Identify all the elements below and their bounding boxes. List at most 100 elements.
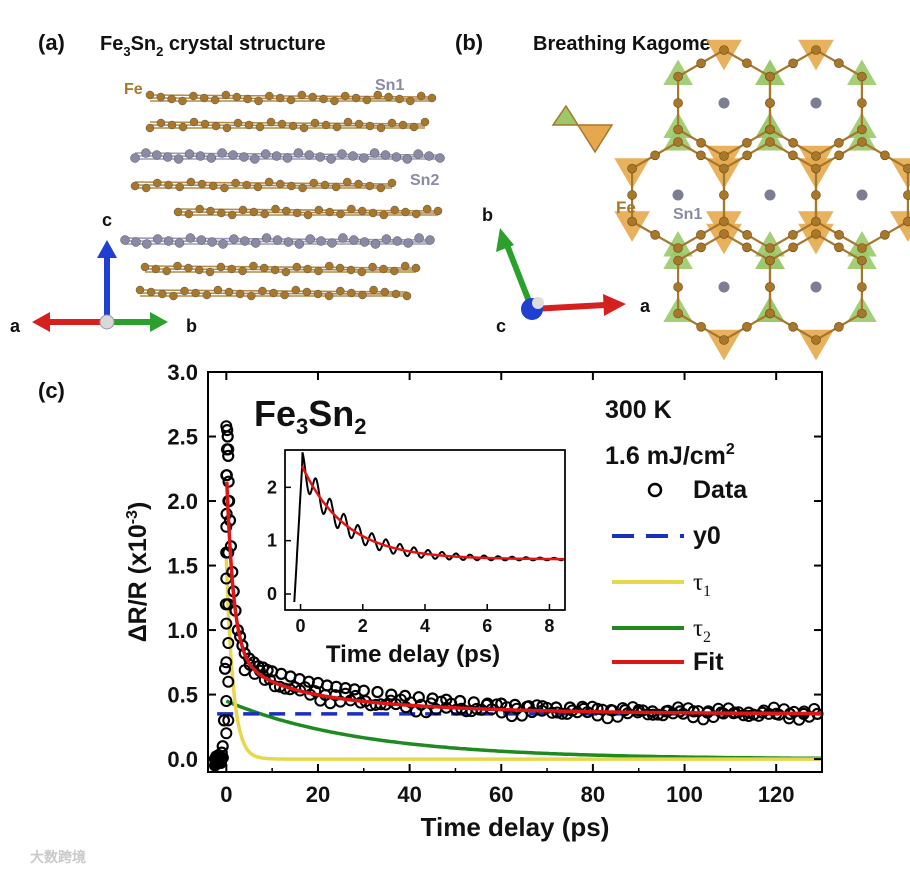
data-point: [222, 714, 235, 727]
fe-atom: [189, 91, 198, 101]
fe-atom: [376, 123, 386, 133]
fe-atom: [742, 150, 752, 161]
c-axis-label-b: c: [496, 316, 506, 336]
fe-atom: [199, 93, 209, 103]
fe-atom: [834, 321, 844, 332]
fe-atom: [365, 181, 374, 191]
fe-atom: [742, 321, 752, 332]
fe-atom: [281, 267, 291, 277]
kagome-lattice: [614, 39, 910, 361]
fe-atom: [276, 179, 285, 189]
fe-atom: [719, 151, 729, 161]
fe-atom: [194, 265, 204, 275]
b-axis-arrow-b: [504, 243, 535, 311]
fe-atom: [357, 206, 367, 216]
fe-atom: [184, 209, 194, 219]
fe-atom: [834, 138, 844, 148]
fe-atom: [287, 181, 296, 191]
main-chart: 0 20 40 60 80 100 1200.00.51.01.52.02.53.0Time…: [124, 360, 824, 842]
fe-atom: [224, 287, 234, 297]
fe-atom: [422, 204, 432, 214]
fe-atom: [788, 230, 798, 240]
orange-triangle: [706, 39, 742, 71]
fe-atom: [376, 183, 386, 193]
y-tick-label: 2.5: [167, 425, 198, 450]
fe-atom: [391, 289, 401, 299]
fe-atom: [266, 117, 276, 127]
fe-atom: [208, 181, 218, 191]
fe-atom: [206, 206, 215, 216]
fe-atom: [788, 150, 798, 161]
fe-atom: [243, 94, 252, 104]
fe-atom: [387, 178, 397, 188]
data-point: [220, 727, 233, 740]
fe-atom: [280, 290, 289, 300]
fe-atom: [719, 190, 729, 200]
bond-line: [134, 184, 393, 187]
fe-atom: [880, 150, 890, 161]
crystal-layer: [173, 204, 443, 220]
fe-atom: [811, 229, 821, 239]
x-tick-label: 60: [489, 782, 513, 807]
sn-atom: [250, 238, 261, 248]
fe-atom: [313, 289, 323, 299]
sn-atom: [304, 150, 315, 160]
kagome-fe-label: Fe: [616, 198, 636, 217]
sn-atom: [152, 150, 162, 160]
fe-atom: [765, 255, 775, 266]
fe-atom: [259, 263, 269, 273]
axes-triad-a: c a b: [10, 210, 197, 336]
orange-triangle: [614, 211, 650, 242]
sn-atom: [142, 239, 152, 249]
fe-atom: [145, 123, 155, 133]
fe-atom: [336, 286, 345, 296]
data-point: [217, 714, 231, 727]
b-axis-arrowhead-b: [496, 228, 514, 252]
panel-b-tag: (b): [455, 30, 483, 55]
panel-b-title: Breathing Kagome: [533, 33, 711, 55]
sn-atom: [261, 233, 272, 243]
fe-atom: [247, 291, 256, 301]
fe-atom: [277, 119, 287, 129]
fe-atom: [673, 71, 683, 82]
fe-atom: [197, 179, 207, 189]
crystal-layer: [135, 285, 412, 301]
fe-atom: [673, 243, 683, 253]
c-axis-arrowhead: [97, 240, 117, 258]
fe-atom: [354, 119, 364, 129]
fe-atom: [834, 230, 844, 240]
fe-atom: [765, 98, 775, 108]
fe-atom: [191, 288, 200, 298]
sn-atom: [293, 148, 304, 158]
fe-atom: [379, 264, 388, 274]
fe-atom: [811, 335, 821, 345]
fe-atom: [221, 90, 231, 100]
annotation-temperature: 300 K: [605, 396, 672, 424]
fe-atom: [319, 94, 328, 104]
data-point: [220, 695, 233, 707]
fe-atom: [384, 92, 393, 102]
fe-atom: [765, 137, 775, 147]
fe-atom: [368, 208, 378, 218]
fe-atom: [336, 209, 345, 219]
a-axis-label-b: a: [640, 296, 651, 316]
fe-atom: [242, 180, 251, 190]
fe-atom: [202, 290, 212, 300]
inset-x-axis-label: Time delay (ps): [326, 641, 500, 668]
y-tick-label: 1.5: [167, 554, 198, 579]
fe-atom: [857, 124, 867, 135]
sn-atom: [327, 238, 337, 248]
fe-atom: [130, 181, 140, 191]
fe-atom: [210, 95, 220, 105]
fe-atom: [292, 262, 302, 272]
fe-atom: [249, 261, 258, 271]
fe-atom: [411, 263, 421, 273]
a-axis-arrowhead-b: [603, 294, 626, 316]
sn-atom: [391, 152, 402, 162]
sn-atom: [369, 148, 380, 158]
fe-atom: [288, 121, 298, 131]
fe-atom: [765, 308, 775, 319]
sn-atom: [435, 153, 445, 163]
